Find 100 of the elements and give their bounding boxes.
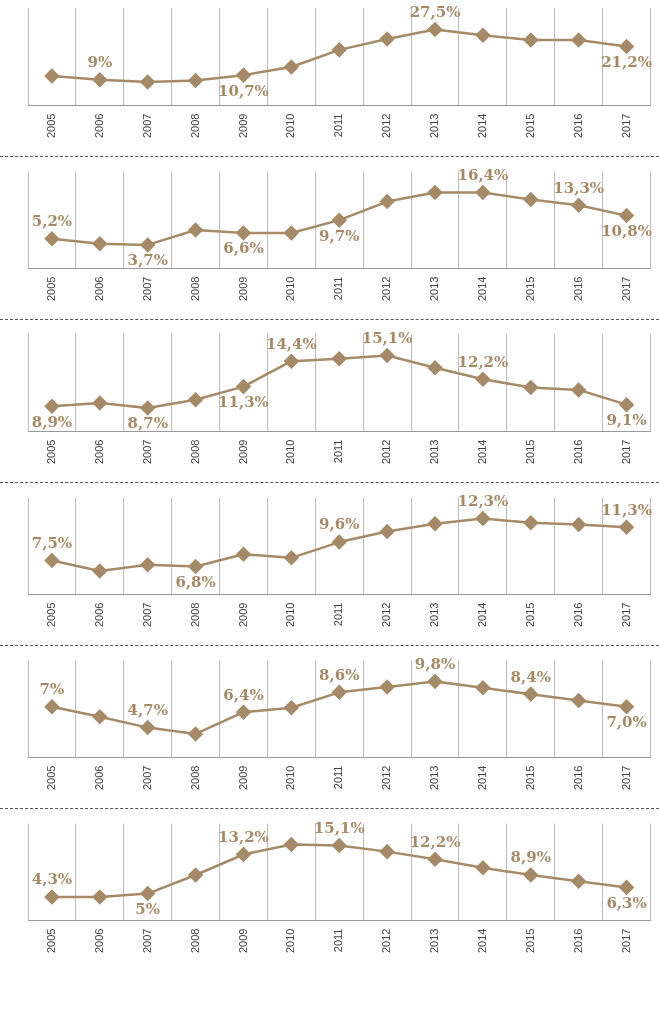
x-tick-label: 2016 xyxy=(571,765,584,791)
x-tick-label: 2013 xyxy=(428,439,441,465)
x-tick-label: 2006 xyxy=(92,439,105,465)
point xyxy=(475,27,491,43)
data-label: 9% xyxy=(87,53,113,72)
x-tick-label: 2017 xyxy=(619,439,632,465)
data-label: 15,1% xyxy=(361,328,413,347)
x-tick-label: 2015 xyxy=(523,113,536,139)
x-tick-label: 2009 xyxy=(236,439,249,465)
x-tick-label: 2013 xyxy=(428,928,441,954)
point xyxy=(571,693,586,708)
x-tick-label: 2014 xyxy=(475,439,488,465)
point xyxy=(140,400,155,416)
point xyxy=(619,519,634,535)
x-tick-label: 2010 xyxy=(284,928,297,954)
point xyxy=(284,700,299,715)
x-tick-label: 2006 xyxy=(92,928,105,954)
data-label: 12,2% xyxy=(457,352,509,371)
x-tick-label: 2006 xyxy=(92,765,105,791)
data-label: 4,3% xyxy=(31,870,73,889)
x-tick-label: 2008 xyxy=(188,276,201,302)
data-label: 27,5% xyxy=(409,2,461,21)
point xyxy=(523,686,539,702)
x-tick-label: 2009 xyxy=(236,765,249,791)
x-tick-label: 2017 xyxy=(619,276,632,302)
point xyxy=(236,847,251,862)
data-label: 7,0% xyxy=(606,713,647,732)
x-tick-label: 2016 xyxy=(571,602,584,628)
point xyxy=(284,225,299,241)
data-label: 6,3% xyxy=(606,893,647,912)
x-tick-label: 2007 xyxy=(140,765,153,791)
point xyxy=(427,852,443,867)
x-tick-label: 2007 xyxy=(140,276,153,302)
point xyxy=(44,889,60,905)
point xyxy=(619,208,634,223)
point xyxy=(44,68,60,84)
data-label: 3,7% xyxy=(127,251,168,270)
point xyxy=(475,372,491,387)
point xyxy=(140,886,155,901)
data-label: 9,8% xyxy=(414,654,456,673)
data-label: 8,7% xyxy=(127,414,168,433)
data-label: 8,9% xyxy=(510,848,551,867)
data-label: 6,4% xyxy=(223,685,264,704)
x-tick-label: 2012 xyxy=(380,439,393,465)
data-label: 6,6% xyxy=(223,239,264,258)
point xyxy=(523,515,539,531)
data-label: 10,7% xyxy=(218,81,269,100)
data-label: 6,8% xyxy=(175,572,216,591)
point xyxy=(140,237,155,253)
x-tick-label: 2016 xyxy=(571,276,584,302)
point xyxy=(188,392,203,407)
point xyxy=(332,685,347,700)
x-tick-label: 2012 xyxy=(380,602,393,628)
x-tick-label: 2014 xyxy=(475,928,488,954)
point xyxy=(523,380,539,395)
data-label: 11,3% xyxy=(218,393,269,412)
data-label: 9,6% xyxy=(319,515,360,534)
data-label: 10,8% xyxy=(601,222,652,240)
x-tick-label: 2015 xyxy=(523,276,536,302)
data-label: 16,4% xyxy=(457,165,509,184)
x-tick-label: 2006 xyxy=(92,113,105,139)
point xyxy=(523,32,539,48)
point xyxy=(188,559,203,574)
x-tick-label: 2016 xyxy=(571,113,584,139)
point xyxy=(44,553,60,568)
point xyxy=(236,67,251,83)
data-label: 5,2% xyxy=(31,212,73,231)
point xyxy=(523,192,539,207)
point xyxy=(236,704,251,720)
x-tick-label: 2014 xyxy=(475,602,488,628)
x-tick-label: 2007 xyxy=(140,439,153,465)
point xyxy=(427,360,443,376)
x-tick-label: 2015 xyxy=(523,439,536,465)
point xyxy=(571,32,586,48)
x-tick-label: 2005 xyxy=(44,113,57,139)
data-label: 8,9% xyxy=(31,412,73,431)
point xyxy=(140,74,155,90)
data-label: 11,3% xyxy=(601,500,652,519)
x-tick-label: 2005 xyxy=(44,602,57,628)
x-tick-label: 2005 xyxy=(44,928,57,954)
point xyxy=(332,212,347,228)
data-label: 12,2% xyxy=(409,832,461,851)
point xyxy=(427,185,443,200)
data-label: 15,1% xyxy=(313,818,365,837)
x-tick-label: 2013 xyxy=(428,765,441,791)
x-tick-label: 2011 xyxy=(332,113,345,138)
x-tick-label: 2011 xyxy=(332,602,345,627)
x-tick-label: 2008 xyxy=(188,113,201,139)
x-tick-label: 2017 xyxy=(619,602,632,628)
point xyxy=(92,709,108,724)
point xyxy=(475,680,491,696)
point xyxy=(236,225,251,241)
x-tick-label: 2009 xyxy=(236,276,249,302)
x-tick-label: 2009 xyxy=(236,928,249,954)
x-tick-label: 2008 xyxy=(188,439,201,465)
data-label: 13,3% xyxy=(553,178,605,197)
x-tick-label: 2014 xyxy=(475,113,488,139)
x-tick-label: 2011 xyxy=(332,276,345,301)
data-label: 12,3% xyxy=(457,491,509,510)
point xyxy=(475,511,491,526)
